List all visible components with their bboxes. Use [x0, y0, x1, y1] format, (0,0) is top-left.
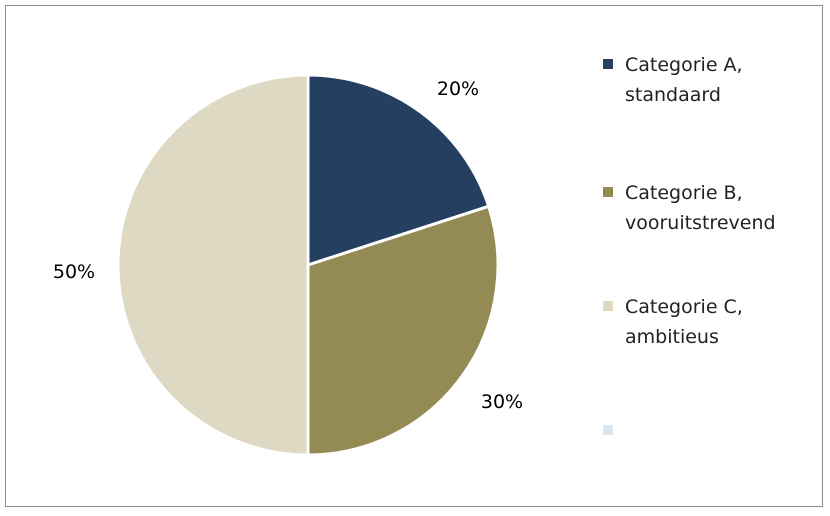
pie-slice-b: [306, 204, 500, 457]
legend-swatch-d: [603, 425, 613, 435]
data-label-c: 50%: [53, 261, 95, 283]
legend-label-a: Categorie A, standaard: [625, 54, 743, 106]
legend-swatch-b: [603, 187, 613, 197]
data-label-a: 20%: [437, 78, 479, 100]
legend-item-a: Categorie A, standaard: [603, 50, 823, 150]
legend-item-b: Categorie B, vooruitstrevend: [603, 178, 823, 278]
chart-frame: 20% 30% 50% Categorie A, standaard Categor…: [5, 5, 823, 507]
legend-swatch-a: [603, 59, 613, 69]
legend-item-d: [603, 416, 823, 516]
legend-label-b: Categorie B, vooruitstrevend: [625, 182, 776, 234]
pie-slice-c: [116, 73, 310, 457]
data-label-b: 30%: [481, 391, 523, 413]
legend-label-c: Categorie C, ambitieus: [625, 296, 743, 348]
pie-chart: 20% 30% 50%: [53, 73, 523, 457]
legend-item-c: Categorie C, ambitieus: [603, 292, 823, 392]
pie-slice-a: [306, 73, 491, 267]
legend-swatch-c: [603, 301, 613, 311]
